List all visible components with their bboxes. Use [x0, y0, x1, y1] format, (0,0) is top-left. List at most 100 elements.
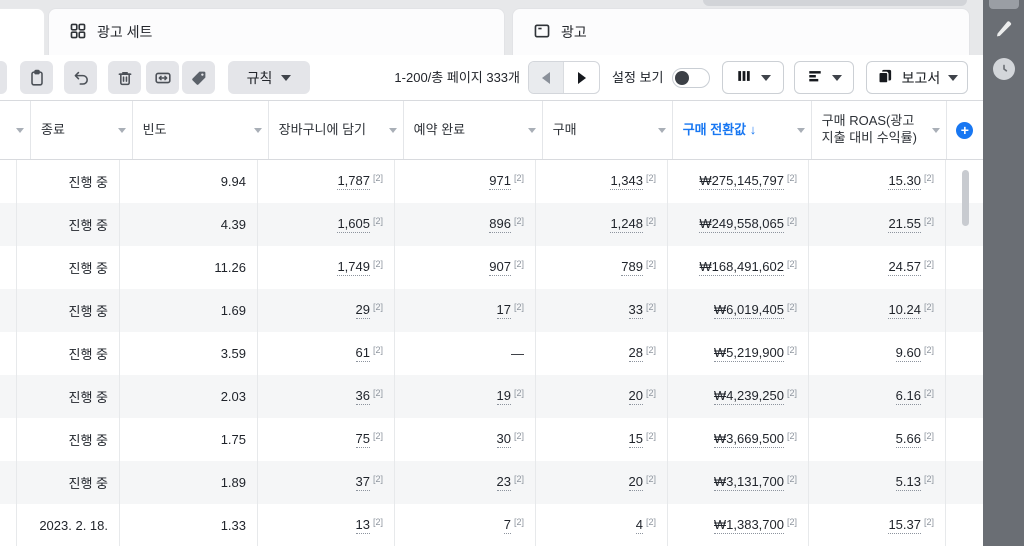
ab-test-button[interactable] [146, 61, 179, 94]
column-header-atc[interactable]: 장바구니에 담기 [269, 101, 404, 159]
cell-value[interactable]: 9.60 [895, 345, 921, 362]
cell-value[interactable]: 24.57 [888, 259, 921, 276]
sort-chevron-icon[interactable] [388, 128, 397, 133]
cell-value[interactable]: 20 [628, 388, 643, 405]
sort-chevron-icon[interactable] [527, 128, 536, 133]
toggle-knob [675, 71, 689, 85]
duplicate-button[interactable] [20, 61, 53, 94]
vertical-scrollbar[interactable] [962, 170, 969, 226]
cell-value: 3.59 [220, 346, 246, 361]
cell-value[interactable]: ₩249,558,065 [699, 216, 784, 233]
cell-value[interactable]: 20 [628, 474, 643, 491]
cell-value[interactable]: ₩168,491,602 [699, 259, 784, 276]
cutoff-button[interactable] [0, 61, 7, 94]
cell-value[interactable]: 4 [635, 517, 643, 534]
cell-blank [0, 461, 17, 504]
cell-value[interactable]: 37 [355, 474, 370, 491]
column-header-blank[interactable] [0, 101, 31, 159]
cell-value[interactable]: 15.30 [888, 173, 921, 190]
cell-value[interactable]: ₩275,145,797 [699, 173, 784, 190]
cell-value[interactable]: 1,787 [337, 173, 370, 190]
chevron-down-icon [281, 74, 292, 81]
cell-value[interactable]: 36 [355, 388, 370, 405]
column-header-freq[interactable]: 빈도 [133, 101, 269, 159]
edit-button[interactable] [983, 18, 1024, 45]
sort-chevron-icon[interactable] [16, 128, 24, 133]
columns-button[interactable] [722, 61, 784, 94]
cell-value[interactable]: 1,343 [610, 173, 643, 190]
cell-value[interactable]: 5.66 [895, 431, 921, 448]
footnote-marker: [2] [645, 258, 656, 269]
cell-value[interactable]: 75 [355, 431, 370, 448]
tab-ad-sets[interactable]: 광고 세트 [48, 8, 505, 55]
cell-value[interactable]: 23 [496, 474, 511, 491]
column-header-pur[interactable]: 구매 [543, 101, 673, 159]
cell-value[interactable]: 61 [355, 345, 370, 362]
tag-button[interactable] [182, 61, 215, 94]
cell-value[interactable]: 7 [503, 517, 511, 534]
breakdown-button[interactable] [794, 61, 854, 94]
cell-value[interactable]: 17 [496, 302, 511, 319]
column-header-val[interactable]: 구매 전환값 ↓ [673, 101, 812, 159]
cell-value[interactable]: 6.16 [895, 388, 921, 405]
popover-edge [703, 0, 967, 6]
column-header-end[interactable]: 종료 [31, 101, 133, 159]
report-button[interactable]: 보고서 [866, 61, 968, 94]
cell-value[interactable]: 21.55 [888, 216, 921, 233]
cell-val: ₩249,558,065 [2] [668, 203, 809, 246]
cell-value: 진행 중 [68, 390, 109, 405]
cell-value[interactable]: ₩4,239,250 [713, 388, 784, 405]
column-header-roas[interactable]: 구매 ROAS(광고 지출 대비 수익률) [812, 101, 947, 159]
cell-value[interactable]: 15.37 [888, 517, 921, 534]
cell-value[interactable]: 5.13 [895, 474, 921, 491]
cell-val: ₩275,145,797 [2] [668, 160, 809, 203]
history-button[interactable] [983, 58, 1024, 80]
cell-freq: 2.03 [120, 375, 258, 418]
cell-value: 진행 중 [68, 476, 109, 491]
previous-page-button[interactable] [529, 62, 564, 93]
cell-value[interactable]: ₩3,669,500 [713, 431, 784, 448]
sort-chevron-icon[interactable] [253, 128, 262, 133]
cell-value: 9.94 [220, 174, 246, 189]
sort-chevron-icon[interactable] [796, 128, 805, 133]
cell-value[interactable]: ₩1,383,700 [713, 517, 784, 534]
undo-button[interactable] [64, 61, 97, 94]
cell-value[interactable]: 30 [496, 431, 511, 448]
cell-value[interactable]: ₩6,019,405 [713, 302, 784, 319]
delete-button[interactable] [108, 61, 141, 94]
footnote-marker: [2] [513, 430, 524, 441]
cell-value[interactable]: 971 [489, 173, 511, 190]
tab-campaigns-partial[interactable] [0, 8, 45, 55]
footnote-marker: [2] [372, 430, 383, 441]
cell-value[interactable]: ₩5,219,900 [713, 345, 784, 362]
cell-value[interactable]: 29 [355, 302, 370, 319]
rail-top-button[interactable] [989, 0, 1019, 9]
next-page-button[interactable] [564, 62, 599, 93]
column-header-rsv[interactable]: 예약 완료 [404, 101, 543, 159]
cell-value[interactable]: 789 [621, 259, 643, 276]
footnote-marker: [2] [513, 301, 524, 312]
cell-atc: 1,787 [2] [258, 160, 395, 203]
sort-chevron-icon[interactable] [117, 128, 126, 133]
cell-value[interactable]: 15 [628, 431, 643, 448]
tab-ads[interactable]: 광고 [512, 8, 970, 55]
cell-value[interactable]: 1,605 [337, 216, 370, 233]
cell-value[interactable]: 19 [496, 388, 511, 405]
cell-value[interactable]: 907 [489, 259, 511, 276]
cell-value[interactable]: 33 [628, 302, 643, 319]
cell-value[interactable]: 896 [489, 216, 511, 233]
cell-pur: 20 [2] [536, 375, 668, 418]
rules-button[interactable]: 규칙 [228, 61, 310, 94]
cell-value[interactable]: 10.24 [888, 302, 921, 319]
sort-chevron-icon[interactable] [931, 128, 940, 133]
cell-value[interactable]: 28 [628, 345, 643, 362]
settings-view-label: 설정 보기 [612, 70, 664, 85]
add-column-button[interactable]: + [947, 101, 983, 159]
settings-view-toggle[interactable] [672, 68, 710, 88]
cell-value[interactable]: ₩3,131,700 [713, 474, 784, 491]
sort-chevron-icon[interactable] [657, 128, 666, 133]
plus-icon: + [956, 121, 974, 139]
cell-value[interactable]: 1,248 [610, 216, 643, 233]
cell-value[interactable]: 13 [355, 517, 370, 534]
cell-value[interactable]: 1,749 [337, 259, 370, 276]
